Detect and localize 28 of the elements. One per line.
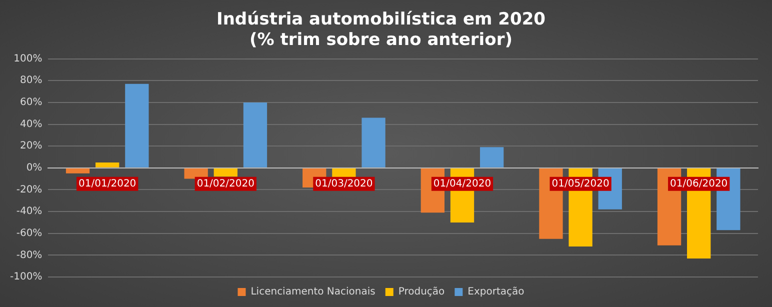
bar [66,168,90,174]
y-tick-label: -80% [16,250,42,261]
y-tick-label: 40% [20,118,42,130]
legend-label: Licenciamento Nacionais [250,286,376,298]
x-tick-label: 01/03/2020 [315,178,373,190]
y-tick-label: 60% [20,97,42,108]
bar [243,102,268,168]
bar [362,118,386,168]
legend-label: Produção [398,286,445,298]
y-tick-label: -40% [16,206,42,218]
legend-label: Exportação [468,286,524,298]
bar [480,147,504,168]
x-tick-label: 01/01/2020 [78,178,136,190]
chart-title: Indústria automobilística em 2020 (% trim sobre ano anterior) [216,10,546,50]
y-tick-label: 20% [20,140,42,152]
y-tick-label: -20% [16,184,42,196]
bar [125,84,149,168]
x-tick-label: 01/02/2020 [196,178,254,190]
x-tick-label: 01/06/2020 [670,178,728,190]
y-tick-label: -100% [10,272,42,283]
bar [96,162,120,168]
bar [214,168,238,177]
y-tick-label: 100% [14,53,42,64]
y-tick-label: 80% [20,75,42,86]
x-tick-label: 01/05/2020 [552,178,610,190]
y-tick-label: 0% [26,162,42,174]
y-tick-label: -60% [16,228,42,239]
x-tick-label: 01/04/2020 [433,178,492,190]
